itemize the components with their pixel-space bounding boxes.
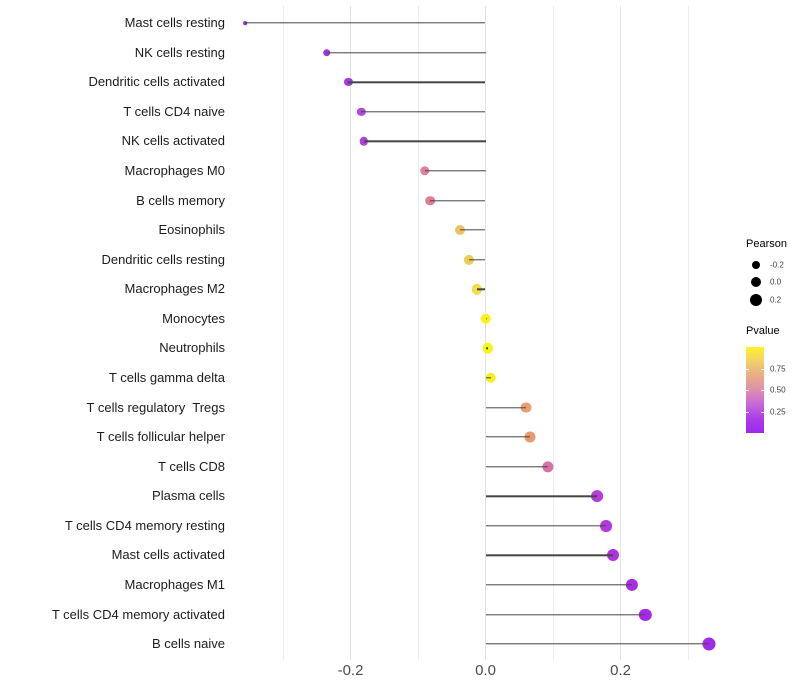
y-axis-label: T cells follicular helper [96, 429, 225, 445]
lollipop-stem [361, 111, 486, 113]
y-axis-label: NK cells resting [134, 44, 225, 60]
lollipop-dot [702, 637, 716, 651]
colorbar-tick [761, 390, 764, 391]
y-axis-label: Mast cells resting [124, 15, 225, 31]
pvalue-colorbar-wrap: 0.75 0.50 0.25 [746, 347, 800, 433]
y-axis-label: T cells CD8 [158, 458, 225, 474]
y-axis-label: Dendritic cells resting [101, 251, 225, 267]
y-axis-label: B cells naive [152, 636, 225, 652]
lollipop-stem [485, 554, 614, 557]
legend-pvalue-color: Pvalue 0.75 0.50 0.25 [746, 325, 800, 433]
x-axis-tick-label: 0.0 [475, 662, 496, 679]
legend-size-entry: 0.0 [746, 274, 800, 292]
lollipop-stem [485, 643, 709, 645]
y-axis-label: T cells CD4 naive [123, 103, 225, 119]
y-axis-label: Macrophages M2 [124, 281, 225, 297]
gridline-minor [417, 6, 419, 660]
lollipop-stem [476, 288, 486, 290]
lollipop-stem [485, 377, 491, 379]
legend-pearson-title: Pearson [746, 238, 787, 250]
legend-pvalue-title: Pvalue [746, 325, 780, 337]
y-axis-label: NK cells activated [121, 133, 225, 149]
lollipop-dot [590, 490, 603, 503]
lollipop-stem [245, 22, 486, 24]
gridline-minor [282, 6, 284, 660]
pvalue-colorbar-labels: 0.75 0.50 0.25 [746, 347, 800, 433]
lollipop-stem [485, 406, 526, 409]
y-axis-label: Macrophages M1 [124, 576, 225, 592]
lollipop-dot [482, 343, 493, 354]
lollipop-stem [485, 436, 531, 438]
lollipop-stem [485, 465, 548, 468]
lollipop-stem [459, 229, 486, 231]
lollipop-stem [485, 613, 646, 616]
x-axis-tick-label: 0.2 [610, 662, 631, 679]
y-axis-label: Dendritic cells activated [88, 74, 225, 90]
x-axis-tick-label: -0.2 [337, 662, 364, 679]
y-axis-label: T cells gamma delta [108, 369, 225, 385]
legend-size-dot [750, 293, 762, 306]
y-axis-label: Macrophages M0 [124, 162, 225, 178]
colorbar-tick [746, 390, 749, 391]
lollipop-stem [348, 81, 486, 83]
lollipop-dot [607, 549, 620, 562]
colorbar-tick-label: 0.25 [770, 407, 786, 416]
lollipop-stem [424, 170, 486, 172]
gridline-major [620, 6, 621, 660]
gridline-major [350, 6, 351, 660]
lollipop-dot [541, 461, 554, 473]
legend-pearson-entries: -0.2 0.0 0.2 [746, 256, 800, 309]
lollipop-stem [485, 584, 632, 586]
colorbar-tick [746, 368, 749, 370]
lollipop-dot [524, 431, 536, 443]
legend-size-dot [752, 260, 760, 269]
colorbar-tick [761, 411, 764, 413]
pvalue-colorbar [746, 347, 764, 433]
legend-size-entry: 0.2 [746, 291, 800, 309]
lollipop-dot [599, 519, 612, 532]
legend-pearson-size: Pearson -0.2 0.0 0.2 [746, 238, 800, 309]
lollipop-dot [485, 372, 497, 384]
colorbar-tick-label: 0.75 [770, 364, 786, 373]
gridline-major [485, 6, 486, 660]
lollipop-stem [326, 51, 486, 54]
lollipop-stem [485, 318, 487, 320]
legend-size-entry: -0.2 [746, 256, 800, 274]
lollipop-dot [520, 402, 532, 413]
lollipop-dot [639, 608, 652, 621]
y-axis-label: Monocytes [162, 310, 225, 326]
lollipop-stem [485, 347, 488, 350]
gridline-minor [552, 6, 554, 660]
y-axis-label: T cells CD4 memory activated [51, 606, 225, 622]
lollipop-stem [469, 258, 486, 261]
lollipop-stem [430, 199, 486, 202]
lollipop-stem [364, 140, 486, 143]
y-axis-label: B cells memory [136, 192, 225, 208]
y-axis-label: T cells regulatory Tregs [86, 399, 225, 415]
colorbar-tick [746, 411, 749, 413]
gridline-minor [687, 6, 689, 660]
legend-size-dot [751, 277, 761, 288]
colorbar-tick [761, 368, 764, 370]
legend-size-label: 0.2 [770, 295, 782, 305]
y-axis-label: T cells CD4 memory resting [64, 517, 225, 533]
lollipop-stem [485, 495, 597, 497]
y-axis-label: Mast cells activated [111, 547, 225, 563]
lollipop-dot [625, 578, 639, 592]
y-axis-label: Neutrophils [159, 340, 225, 356]
y-axis-label: Plasma cells [152, 488, 225, 504]
colorbar-tick-label: 0.50 [770, 385, 786, 395]
lollipop-stem [485, 525, 606, 527]
legend-size-label: 0.0 [770, 277, 782, 287]
legend-size-label: -0.2 [770, 260, 784, 270]
y-axis-label: Eosinophils [158, 222, 226, 238]
